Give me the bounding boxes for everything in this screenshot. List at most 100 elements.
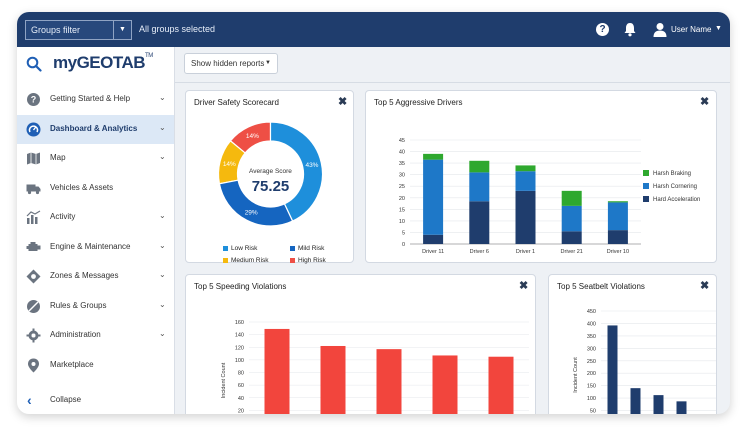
bar-segment[interactable] — [607, 201, 628, 203]
groups-filter-dropdown-button[interactable]: ▼ — [113, 20, 132, 40]
driver-safety-scorecard-card: Driver Safety Scorecard ✖ Average Score … — [185, 90, 354, 264]
bar-segment[interactable] — [561, 231, 582, 244]
dashboard-icon — [26, 122, 41, 136]
legend-label: High Risk — [298, 257, 326, 264]
bar[interactable] — [320, 345, 346, 414]
bar-segment[interactable] — [515, 190, 536, 244]
average-score-label: Average Score — [249, 168, 292, 175]
bar[interactable] — [488, 356, 514, 414]
x-tick-label: Driver 11 — [422, 249, 444, 255]
legend-swatch — [290, 245, 295, 251]
chevron-down-icon[interactable]: ⌄ — [159, 329, 166, 338]
sidebar-item-getting-started-help[interactable]: ? Getting Started & Help ⌄ — [17, 85, 174, 114]
chevron-down-icon[interactable]: ⌄ — [159, 211, 166, 220]
legend-swatch — [223, 257, 228, 263]
bar[interactable] — [432, 355, 458, 414]
legend-label: Mild Risk — [298, 245, 325, 252]
donut-slice-label: 14% — [223, 161, 236, 168]
close-icon[interactable]: ✖ — [700, 280, 710, 292]
show-hidden-reports-button[interactable]: Show hidden reports ▼ — [184, 53, 278, 74]
bar[interactable] — [676, 401, 687, 414]
bar-segment[interactable] — [607, 230, 628, 244]
bar[interactable] — [264, 328, 290, 414]
donut-slice[interactable] — [217, 140, 246, 185]
legend-item[interactable]: Mild Risk — [290, 245, 324, 252]
bar-segment[interactable] — [469, 160, 490, 173]
bar[interactable] — [630, 388, 641, 414]
bar-segment[interactable] — [423, 159, 444, 235]
chevron-down-icon[interactable]: ⌄ — [159, 299, 166, 309]
sidebar-item-zones-messages[interactable]: Zones & Messages ⌄ — [17, 262, 174, 291]
user-name[interactable]: User Name — [671, 25, 712, 34]
y-tick-label: 450 — [587, 309, 596, 315]
legend-label[interactable]: Hard Acceleration — [653, 197, 700, 203]
gear-icon — [26, 328, 41, 343]
sidebar-item-vehicles-assets[interactable]: Vehicles & Assets — [17, 174, 174, 203]
chevron-down-icon[interactable]: ⌄ — [159, 240, 166, 250]
legend-item[interactable]: Low Risk — [223, 245, 257, 252]
bell-icon[interactable] — [623, 22, 637, 37]
bar-segment[interactable] — [515, 171, 536, 191]
y-tick-label: 120 — [235, 345, 244, 351]
sidebar-item-engine-maintenance[interactable]: Engine & Maintenance ⌄ — [17, 233, 174, 262]
sidebar-item-label: Marketplace — [50, 359, 94, 369]
x-tick-label: Driver 21 — [561, 249, 583, 255]
legend-item[interactable]: Medium Risk — [223, 257, 269, 264]
legend-label[interactable]: Harsh Cornering — [653, 184, 697, 190]
groups-selected-text: All groups selected — [139, 24, 216, 34]
engine-icon — [26, 241, 41, 251]
card-title: Top 5 Seatbelt Violations — [557, 282, 645, 291]
y-tick-label: 60 — [238, 383, 244, 389]
bar-segment[interactable] — [561, 205, 582, 232]
chevron-down-icon[interactable]: ⌄ — [159, 93, 166, 102]
sidebar-item-map[interactable]: Map ⌄ — [17, 144, 174, 173]
y-tick-label: 300 — [587, 346, 596, 352]
chevron-down-icon[interactable]: ⌄ — [159, 122, 166, 132]
caret-down-icon: ▼ — [265, 60, 271, 66]
donut-slice[interactable] — [218, 179, 294, 227]
legend-swatch — [643, 196, 649, 202]
bar-segment[interactable] — [469, 172, 490, 202]
legend-item[interactable]: High Risk — [290, 257, 326, 264]
y-tick-label: 0 — [402, 242, 405, 248]
y-tick-label: 10 — [399, 219, 405, 225]
sidebar-item-rules-groups[interactable]: Rules & Groups ⌄ — [17, 292, 174, 321]
x-tick-label: Driver 1 — [516, 249, 535, 255]
donut-slice[interactable] — [269, 121, 324, 222]
y-tick-label: 80 — [238, 371, 244, 377]
bar-segment[interactable] — [607, 202, 628, 231]
sidebar-item-dashboard-analytics[interactable]: Dashboard & Analytics ⌄ — [17, 114, 174, 144]
y-tick-label: 30 — [399, 173, 405, 179]
bar-segment[interactable] — [515, 165, 536, 172]
bar-segment[interactable] — [561, 190, 582, 206]
close-icon[interactable]: ✖ — [338, 96, 348, 108]
y-tick-label: 50 — [590, 409, 596, 414]
user-icon[interactable] — [653, 22, 667, 37]
sidebar-item-label: Engine & Maintenance — [50, 241, 131, 251]
legend-label[interactable]: Harsh Braking — [653, 171, 691, 177]
close-icon[interactable]: ✖ — [519, 280, 529, 292]
search-icon[interactable] — [26, 56, 42, 72]
caret-down-icon[interactable]: ▼ — [715, 25, 722, 32]
bar[interactable] — [376, 349, 402, 414]
bar-segment[interactable] — [423, 153, 444, 160]
sidebar-item-marketplace[interactable]: Marketplace — [17, 351, 174, 380]
top-bar: Groups filter ▼ All groups selected ? Us… — [17, 12, 730, 47]
help-icon[interactable]: ? — [596, 23, 609, 36]
sidebar-item-administration[interactable]: Administration ⌄ — [17, 321, 174, 350]
close-icon[interactable]: ✖ — [700, 96, 710, 108]
legend-swatch — [223, 245, 228, 251]
seatbelt-bar-chart: 050100150200250300350400450Incident Coun… — [573, 309, 716, 414]
bar-segment[interactable] — [423, 234, 444, 244]
chevron-down-icon[interactable]: ⌄ — [159, 270, 166, 279]
sidebar: myGEOTABTM ? Getting Started & Help ⌄ Dashb… — [17, 47, 175, 414]
top-speeding-violations-card: Top 5 Speeding Violations ✖ 020406080100… — [185, 274, 536, 414]
sidebar-item-activity[interactable]: Activity ⌄ — [17, 203, 174, 232]
bar[interactable] — [653, 395, 664, 414]
bar[interactable] — [607, 325, 618, 414]
bar-segment[interactable] — [469, 201, 490, 244]
chevron-down-icon[interactable]: ⌄ — [159, 152, 166, 161]
legend-swatch — [643, 183, 649, 189]
chevron-left-icon[interactable]: ‹ — [27, 392, 32, 408]
collapse-button[interactable]: Collapse — [50, 395, 82, 404]
